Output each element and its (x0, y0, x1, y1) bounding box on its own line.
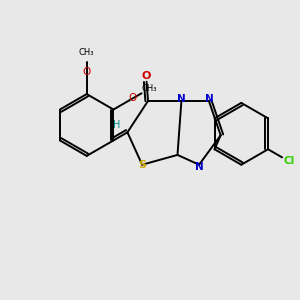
Text: N: N (177, 94, 186, 104)
Text: N: N (195, 162, 203, 172)
Text: O: O (82, 67, 91, 77)
Text: N: N (205, 94, 213, 104)
Text: O: O (142, 71, 151, 82)
Text: CH₃: CH₃ (142, 84, 158, 93)
Text: S: S (138, 160, 146, 170)
Text: O: O (128, 94, 137, 103)
Text: Cl: Cl (284, 157, 295, 166)
Text: H: H (112, 120, 120, 130)
Text: CH₃: CH₃ (79, 48, 94, 57)
